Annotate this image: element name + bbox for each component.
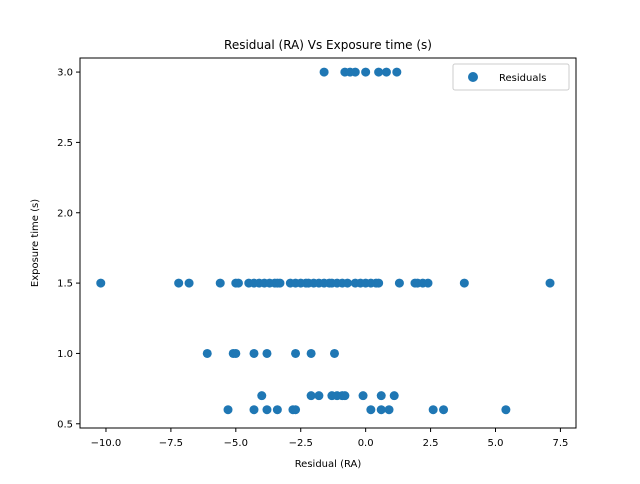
data-point bbox=[358, 391, 368, 401]
legend-marker bbox=[468, 72, 478, 82]
data-point bbox=[501, 405, 511, 415]
data-point bbox=[545, 278, 555, 288]
data-point bbox=[291, 405, 301, 415]
data-point bbox=[361, 67, 371, 77]
x-tick-label: 2.5 bbox=[423, 438, 439, 449]
data-point bbox=[96, 278, 106, 288]
data-point bbox=[376, 391, 386, 401]
data-point bbox=[223, 405, 233, 415]
data-point bbox=[389, 391, 399, 401]
data-point bbox=[394, 278, 404, 288]
data-point bbox=[350, 67, 360, 77]
x-tick-label: −10.0 bbox=[91, 438, 122, 449]
data-point bbox=[262, 405, 272, 415]
data-point bbox=[459, 278, 469, 288]
data-point bbox=[202, 348, 212, 358]
y-tick-label: 0.5 bbox=[57, 419, 73, 430]
data-point bbox=[439, 405, 449, 415]
data-point bbox=[381, 67, 391, 77]
data-point bbox=[184, 278, 194, 288]
data-point bbox=[376, 405, 386, 415]
data-point bbox=[428, 405, 438, 415]
data-point bbox=[231, 348, 241, 358]
y-tick-label: 3.0 bbox=[57, 68, 73, 79]
y-tick-label: 1.5 bbox=[57, 279, 73, 290]
data-point bbox=[275, 278, 285, 288]
x-tick-label: 0.0 bbox=[358, 438, 374, 449]
data-point bbox=[423, 278, 433, 288]
y-axis: 0.5 1.0 1.5 2.0 2.5 3.0 bbox=[57, 68, 80, 430]
data-point bbox=[374, 67, 384, 77]
data-point bbox=[314, 391, 324, 401]
y-axis-label: Exposure time (s) bbox=[30, 199, 41, 287]
data-point bbox=[306, 348, 316, 358]
data-point bbox=[249, 405, 259, 415]
x-tick-label: −5.0 bbox=[224, 438, 248, 449]
data-point bbox=[272, 405, 282, 415]
x-axis-label: Residual (RA) bbox=[295, 459, 362, 470]
data-point bbox=[174, 278, 184, 288]
data-point bbox=[291, 348, 301, 358]
points-layer bbox=[96, 67, 555, 415]
data-point bbox=[342, 278, 352, 288]
x-axis: −10.0 −7.5 −5.0 −2.5 0.0 2.5 5.0 7.5 bbox=[91, 428, 568, 449]
data-point bbox=[340, 391, 350, 401]
data-point bbox=[329, 348, 339, 358]
data-point bbox=[215, 278, 225, 288]
data-point bbox=[366, 405, 376, 415]
data-point bbox=[249, 348, 259, 358]
x-tick-label: −2.5 bbox=[289, 438, 313, 449]
chart-title: Residual (RA) Vs Exposure time (s) bbox=[224, 38, 432, 52]
data-point bbox=[392, 67, 402, 77]
x-tick-label: 5.0 bbox=[488, 438, 504, 449]
y-tick-label: 2.0 bbox=[57, 208, 73, 219]
axes-frame bbox=[79, 57, 577, 429]
data-point bbox=[257, 391, 267, 401]
data-point bbox=[374, 278, 384, 288]
legend-label: Residuals bbox=[499, 73, 546, 84]
data-point bbox=[233, 278, 243, 288]
data-point bbox=[384, 405, 394, 415]
data-point bbox=[319, 67, 329, 77]
legend-box bbox=[452, 63, 570, 91]
x-tick-label: −7.5 bbox=[159, 438, 183, 449]
y-tick-label: 2.5 bbox=[57, 138, 73, 149]
legend: Residuals bbox=[452, 63, 570, 91]
x-tick-label: 7.5 bbox=[552, 438, 568, 449]
y-tick-label: 1.0 bbox=[57, 349, 73, 360]
data-point bbox=[262, 348, 272, 358]
data-point bbox=[306, 391, 316, 401]
